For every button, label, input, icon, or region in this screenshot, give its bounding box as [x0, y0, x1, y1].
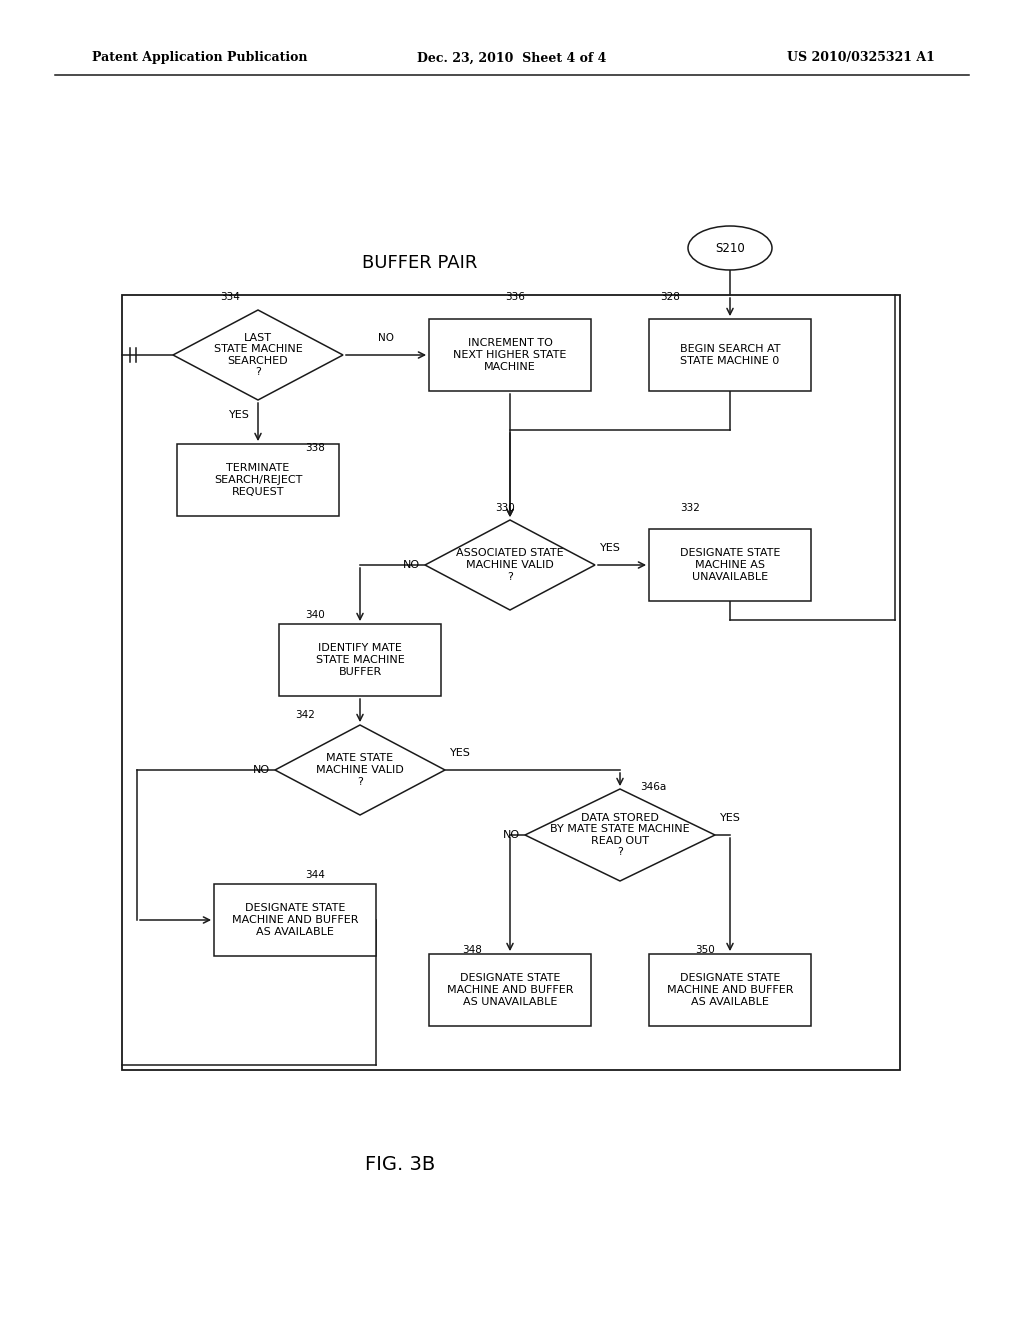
Ellipse shape [688, 226, 772, 271]
Text: 338: 338 [305, 444, 325, 453]
FancyBboxPatch shape [649, 954, 811, 1026]
Text: 340: 340 [305, 610, 325, 620]
Text: NO: NO [503, 830, 520, 840]
FancyBboxPatch shape [279, 624, 441, 696]
Text: YES: YES [600, 543, 621, 553]
Polygon shape [425, 520, 595, 610]
Polygon shape [525, 789, 715, 880]
Text: TERMINATE
SEARCH/REJECT
REQUEST: TERMINATE SEARCH/REJECT REQUEST [214, 463, 302, 496]
FancyBboxPatch shape [429, 954, 591, 1026]
Text: ASSOCIATED STATE
MACHINE VALID
?: ASSOCIATED STATE MACHINE VALID ? [456, 548, 564, 582]
Text: DESIGNATE STATE
MACHINE AND BUFFER
AS UNAVAILABLE: DESIGNATE STATE MACHINE AND BUFFER AS UN… [446, 973, 573, 1007]
Text: Patent Application Publication: Patent Application Publication [92, 51, 307, 65]
Text: YES: YES [720, 813, 741, 822]
Text: 344: 344 [305, 870, 325, 880]
Text: 346a: 346a [640, 781, 667, 792]
Polygon shape [275, 725, 445, 814]
Text: US 2010/0325321 A1: US 2010/0325321 A1 [787, 51, 935, 65]
Text: DATA STORED
BY MATE STATE MACHINE
READ OUT
?: DATA STORED BY MATE STATE MACHINE READ O… [550, 813, 690, 858]
Text: 332: 332 [680, 503, 699, 513]
Text: YES: YES [450, 748, 471, 758]
Text: BEGIN SEARCH AT
STATE MACHINE 0: BEGIN SEARCH AT STATE MACHINE 0 [680, 345, 780, 366]
Text: DESIGNATE STATE
MACHINE AND BUFFER
AS AVAILABLE: DESIGNATE STATE MACHINE AND BUFFER AS AV… [667, 973, 794, 1007]
Text: 334: 334 [220, 292, 240, 302]
Polygon shape [173, 310, 343, 400]
Text: S210: S210 [715, 242, 744, 255]
Text: FIG. 3B: FIG. 3B [365, 1155, 435, 1175]
Text: 342: 342 [295, 710, 314, 719]
FancyBboxPatch shape [214, 884, 376, 956]
Text: NO: NO [402, 560, 420, 570]
FancyBboxPatch shape [649, 529, 811, 601]
Text: DESIGNATE STATE
MACHINE AND BUFFER
AS AVAILABLE: DESIGNATE STATE MACHINE AND BUFFER AS AV… [231, 903, 358, 937]
Text: 330: 330 [495, 503, 515, 513]
Text: LAST
STATE MACHINE
SEARCHED
?: LAST STATE MACHINE SEARCHED ? [214, 333, 302, 378]
FancyBboxPatch shape [177, 444, 339, 516]
Text: MATE STATE
MACHINE VALID
?: MATE STATE MACHINE VALID ? [316, 754, 403, 787]
FancyBboxPatch shape [429, 319, 591, 391]
Text: YES: YES [229, 411, 250, 420]
Text: 348: 348 [462, 945, 482, 954]
Text: 328: 328 [660, 292, 680, 302]
Text: 350: 350 [695, 945, 715, 954]
Text: Dec. 23, 2010  Sheet 4 of 4: Dec. 23, 2010 Sheet 4 of 4 [418, 51, 606, 65]
Text: IDENTIFY MATE
STATE MACHINE
BUFFER: IDENTIFY MATE STATE MACHINE BUFFER [315, 643, 404, 677]
Text: BUFFER PAIR: BUFFER PAIR [362, 253, 477, 272]
FancyBboxPatch shape [649, 319, 811, 391]
Text: DESIGNATE STATE
MACHINE AS
UNAVAILABLE: DESIGNATE STATE MACHINE AS UNAVAILABLE [680, 548, 780, 582]
Text: 336: 336 [505, 292, 525, 302]
Text: NO: NO [378, 333, 394, 343]
Text: INCREMENT TO
NEXT HIGHER STATE
MACHINE: INCREMENT TO NEXT HIGHER STATE MACHINE [454, 338, 566, 372]
Text: NO: NO [253, 766, 270, 775]
